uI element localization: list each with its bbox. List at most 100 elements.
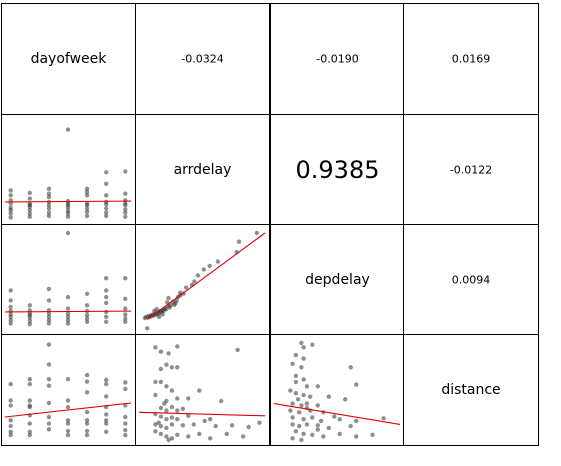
data-point [84,432,90,438]
data-point [46,377,52,382]
data-point [46,362,52,367]
data-point [169,388,175,393]
data-point [65,201,71,206]
diagonal-cell-dayofweek: dayofweek [1,3,136,115]
data-point [84,189,90,195]
data-point [213,423,218,429]
data-point [84,291,90,296]
data-point [240,434,246,439]
data-point [348,423,353,429]
data-point [315,423,320,428]
data-point [46,321,52,326]
data-point [370,432,375,437]
scatter-panel [135,334,270,446]
data-point [27,404,32,410]
data-point [27,203,32,208]
data-point [293,379,299,385]
data-point [164,408,169,413]
data-point [84,379,90,384]
data-point [310,415,315,420]
data-point [301,356,306,361]
data-point [84,418,90,423]
data-point [153,379,158,385]
data-point [166,351,171,356]
data-point [308,394,313,399]
data-point [123,306,128,311]
data-point [65,421,71,426]
data-point [46,314,52,319]
data-point [65,211,71,216]
data-point [158,423,164,429]
data-point [197,431,202,437]
data-point [183,285,189,290]
data-point [27,315,32,320]
data-point [304,384,310,389]
data-point [8,398,13,403]
data-point [65,311,71,316]
data-point [354,382,359,387]
correlation-cell: 0.0094 [403,224,539,336]
data-point [104,288,109,293]
data-point [65,294,71,300]
data-point [104,377,109,383]
data-point [301,431,306,437]
data-point [215,259,221,264]
variable-label: distance [441,382,501,398]
data-point [8,429,13,434]
data-point [46,400,52,406]
data-point [104,202,109,207]
data-point [381,416,386,421]
data-point [65,230,71,236]
data-point [293,352,299,358]
data-point [84,319,90,324]
fit-line [4,402,132,418]
data-point [293,429,299,434]
data-point [65,404,71,410]
data-point [343,397,348,402]
data-point [123,210,128,215]
data-point [123,169,128,174]
data-point [175,365,180,370]
data-point [123,319,128,324]
data-point [175,417,180,422]
data-point [158,379,164,385]
data-point [160,312,165,317]
data-point [65,127,71,132]
data-point [236,239,242,244]
data-point [299,365,304,370]
data-point [8,188,13,193]
data-point [65,317,71,323]
data-point [104,319,109,324]
correlation-cell: 0.0169 [403,3,539,115]
variable-label: dayofweek [30,51,107,67]
scatter-plot [273,340,401,443]
data-point [299,340,304,346]
data-point [153,422,158,427]
data-point [123,386,128,392]
data-point [310,342,315,347]
correlation-value: -0.0324 [181,52,224,66]
data-point [104,276,109,281]
data-point [354,418,359,424]
scatter-plot [4,342,132,438]
data-point [290,401,295,406]
data-point [8,423,13,429]
data-point [191,422,196,427]
data-point [46,311,52,316]
data-point [290,361,295,366]
data-point [175,408,180,413]
fit-line [146,232,266,321]
correlation-cell: 0.9385 [270,114,405,226]
diagonal-cell-distance: distance [403,334,539,446]
data-point [8,288,13,293]
data-point [8,298,13,303]
data-point [169,404,175,410]
data-point [104,418,109,423]
data-point [169,436,175,441]
data-point [153,345,158,350]
data-point [46,298,52,303]
data-point [310,432,315,437]
data-point [332,414,337,419]
data-point [288,388,293,393]
data-point [46,210,52,215]
